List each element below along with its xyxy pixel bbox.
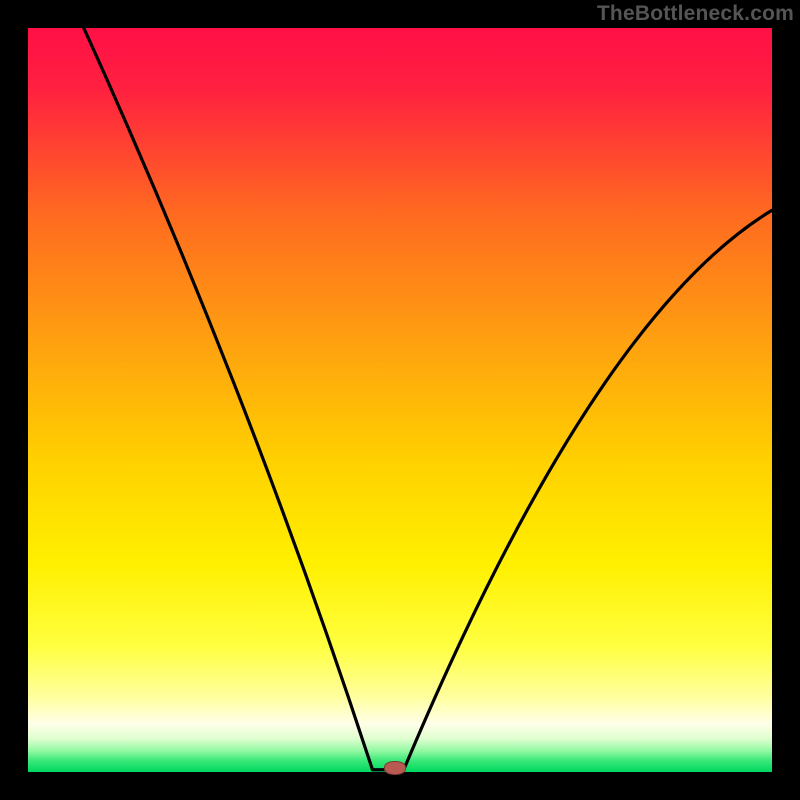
bottleneck-curve [84, 28, 772, 770]
curve-svg [28, 28, 772, 772]
plot-area [28, 28, 772, 772]
min-marker [384, 761, 406, 775]
watermark-text: TheBottleneck.com [597, 2, 794, 26]
